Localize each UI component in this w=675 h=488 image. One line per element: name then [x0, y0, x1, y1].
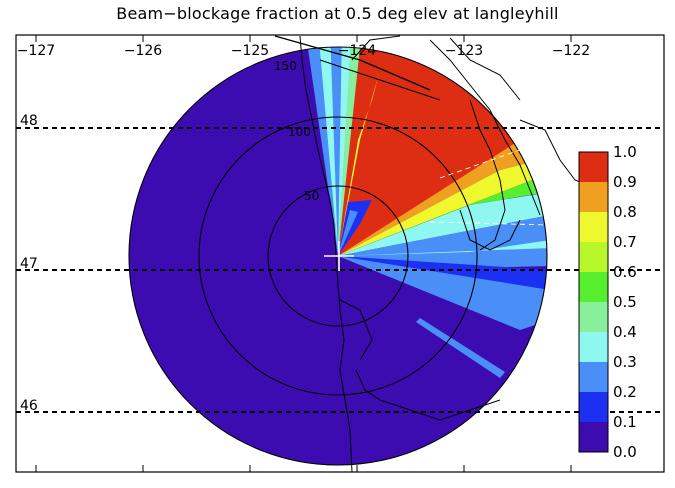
state-boundary — [429, 149, 551, 226]
coastline-sound — [351, 35, 541, 216]
colorbar-label: 0.7 — [613, 233, 637, 251]
lat-tick-label: 47 — [20, 256, 38, 272]
terrain-contour-3 — [339, 299, 501, 421]
range-rings — [128, 46, 548, 466]
sector-near-02 — [338, 210, 358, 256]
terrain-contour-4 — [274, 35, 431, 91]
colorbar-swatch — [579, 212, 608, 242]
sector-north-03 — [318, 47, 338, 256]
colorbar-frame — [578, 151, 609, 453]
sector-east-03 — [338, 240, 547, 256]
terrain-contour-2 — [459, 209, 521, 251]
colorbar-swatch — [579, 302, 608, 332]
sector-east-02 — [338, 215, 547, 268]
range-ring-50 — [267, 185, 409, 327]
lon-tick-label: −127 — [17, 43, 55, 59]
colorbar-swatch — [579, 332, 608, 362]
range-ring-100 — [198, 116, 478, 396]
colorbar-label: 0.9 — [613, 173, 637, 191]
boundary-2 — [429, 221, 551, 226]
colorbar-swatch — [579, 242, 608, 272]
colorbar-swatch — [579, 392, 608, 422]
sector-ne-03 — [338, 192, 547, 256]
colorbar-label: 0.8 — [613, 203, 637, 221]
colorbar-swatch — [579, 182, 608, 212]
lon-tick-label: −125 — [231, 43, 269, 59]
colorbar-label: 1.0 — [613, 143, 637, 161]
colorbar-swatch — [579, 272, 608, 302]
colorbar-swatch — [579, 422, 608, 452]
colorbar: 1.0 0.9 0.8 0.7 0.6 0.5 0.4 0.3 0.2 0.1 0.0 — [578, 143, 637, 461]
range-ring-label-50: 50 — [304, 189, 319, 203]
streak-se-02 — [416, 318, 505, 378]
terrain-contour-7 — [449, 37, 521, 101]
map-title: Beam−blockage fraction at 0.5 deg elev a… — [116, 4, 559, 23]
sector-ese-02 — [338, 256, 547, 330]
sector-ne-09 — [338, 140, 540, 256]
colorbar-label: 0.5 — [613, 293, 637, 311]
sector-near-01 — [338, 200, 372, 256]
lon-tick-label: −123 — [445, 43, 483, 59]
colorbar-label: 0.3 — [613, 353, 637, 371]
colorbar-label: 0.4 — [613, 323, 637, 341]
terrain-contour-5 — [319, 59, 441, 101]
lon-tick-label: −122 — [552, 43, 590, 59]
colorbar-label: 0.2 — [613, 383, 637, 401]
lat-tick-label: 48 — [20, 113, 38, 129]
latitude-gridlines — [16, 127, 664, 413]
longitude-ticks — [35, 35, 572, 472]
colorbar-label: 0.6 — [613, 263, 637, 281]
range-ring-label-150: 150 — [274, 59, 297, 73]
radar-site-marker — [324, 241, 354, 271]
streak-e-01 — [338, 256, 470, 275]
coastline-main — [299, 35, 353, 472]
sector-ne-07b — [338, 160, 545, 256]
sector-ne-06 — [338, 175, 547, 256]
colorbar-swatch — [579, 362, 608, 392]
colorbar-label: 0.1 — [613, 413, 637, 431]
colorbar-swatch — [579, 152, 608, 182]
lon-tick-label: −124 — [338, 43, 377, 59]
lat-tick-label: 46 — [20, 398, 38, 414]
terrain-contour-1 — [469, 99, 506, 251]
colorbar-label: 0.0 — [613, 443, 637, 461]
lon-tick-label: −126 — [124, 43, 163, 59]
range-ring-150 — [128, 46, 548, 466]
